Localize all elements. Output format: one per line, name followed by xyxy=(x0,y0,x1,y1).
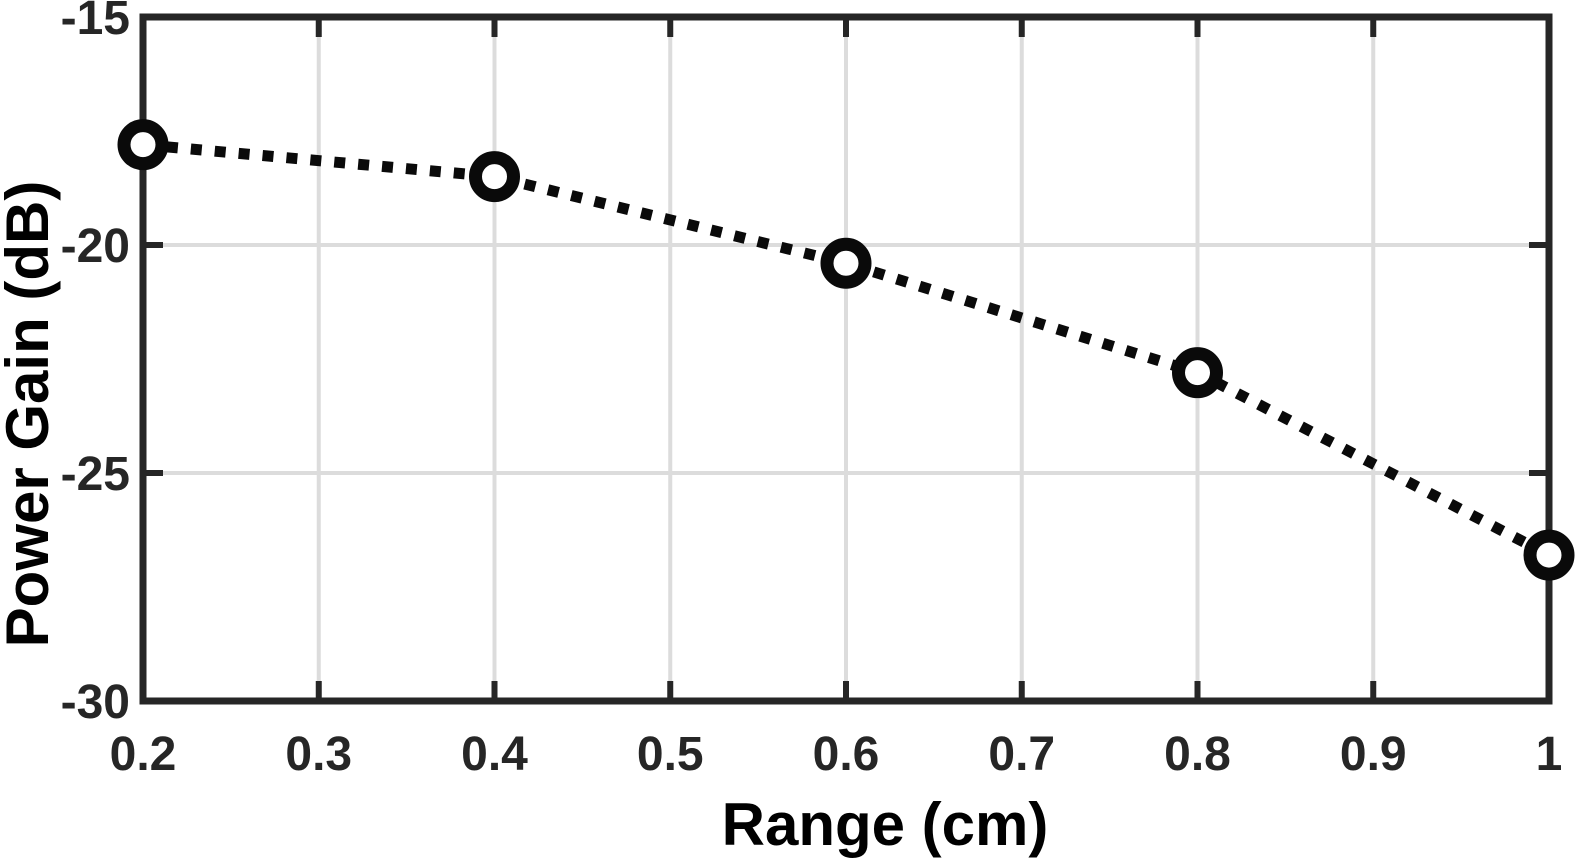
data-marker xyxy=(1172,347,1223,399)
data-marker xyxy=(117,119,169,171)
y-tick-labels: -15 -20 -25 -30 xyxy=(61,0,130,729)
plot-frame xyxy=(139,13,1553,705)
x-tick-label: 0.7 xyxy=(988,728,1055,781)
x-tick-label: 0.9 xyxy=(1340,728,1407,781)
y-tick-label: -30 xyxy=(61,676,130,729)
x-tick-label: 0.3 xyxy=(285,728,352,781)
x-tick-label: 0.4 xyxy=(461,728,528,781)
y-tick-label: -15 xyxy=(61,0,130,45)
x-tick-labels: 0.2 0.3 0.4 0.5 0.6 0.7 0.8 0.9 1 xyxy=(110,728,1563,781)
y-axis-label: Power Gain (dB) xyxy=(0,181,61,648)
x-axis-label: Range (cm) xyxy=(722,791,1049,858)
y-tick-label: -20 xyxy=(61,220,130,273)
x-tick-label: 1 xyxy=(1536,728,1563,781)
data-marker xyxy=(469,151,520,203)
x-tick-label: 0.5 xyxy=(637,728,704,781)
x-tick-label: 0.2 xyxy=(110,728,177,781)
gridlines xyxy=(143,17,1549,701)
data-series xyxy=(117,119,1575,581)
x-tick-label: 0.8 xyxy=(1164,728,1231,781)
x-tick-label: 0.6 xyxy=(813,728,880,781)
y-tick-label: -25 xyxy=(61,448,130,501)
data-marker xyxy=(1523,529,1575,581)
data-marker xyxy=(820,237,872,289)
